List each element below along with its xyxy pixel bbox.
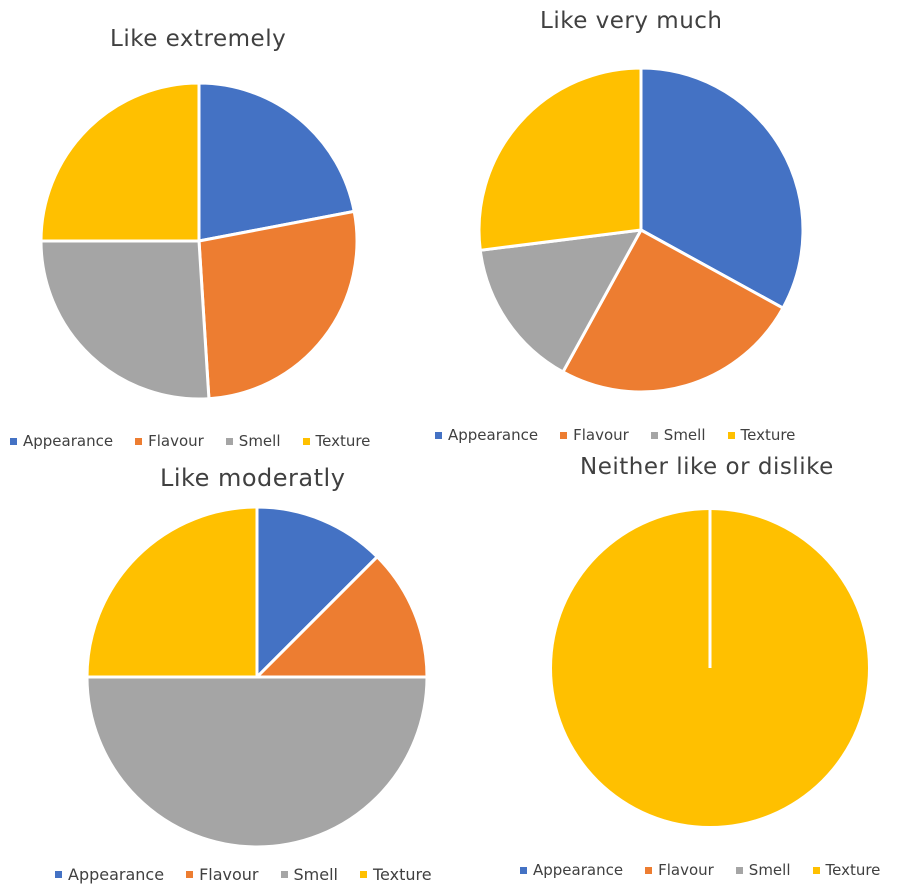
pie-slice-smell (39, 239, 211, 401)
legend-swatch-flavour (135, 437, 143, 445)
legend-label: Flavour (148, 432, 204, 450)
legend-label: Texture (825, 861, 881, 879)
legend-item-appearance: Appearance (55, 865, 164, 884)
chart-title: Like moderatly (160, 464, 346, 492)
legend-label: Smell (663, 426, 706, 444)
legend-swatch-smell (225, 437, 233, 445)
legend-item-smell: Smell (225, 432, 281, 450)
legend-label: Appearance (448, 426, 539, 444)
legend-item-flavour: Flavour (186, 865, 259, 884)
pie-slice-flavour (561, 228, 785, 394)
legend-item-appearance: Appearance (435, 426, 538, 444)
legend-swatch-smell (280, 871, 288, 878)
legend-item-texture: Texture (360, 865, 432, 884)
legend: Appearance Flavour Smell Texture (10, 432, 370, 450)
legend-swatch-appearance (10, 437, 17, 445)
legend-item-flavour: Flavour (560, 426, 629, 444)
legend-item-texture: Texture (302, 432, 371, 450)
legend-swatch-smell (735, 866, 743, 874)
legend-item-appearance: Appearance (10, 432, 113, 450)
legend-swatch-texture (727, 431, 735, 439)
legend-item-flavour: Flavour (135, 432, 204, 450)
chart-title: Neither like or dislike (580, 454, 834, 480)
legend-item-flavour: Flavour (645, 861, 714, 879)
pie-slice-texture (477, 66, 643, 252)
legend-label: Flavour (573, 426, 629, 444)
legend-item-texture: Texture (727, 426, 796, 444)
pie-slice-texture (85, 505, 259, 679)
legend-swatch-flavour (560, 431, 568, 439)
pie-chart (39, 81, 359, 401)
legend-item-smell: Smell (735, 861, 791, 879)
legend-swatch-texture (812, 866, 820, 874)
legend-label: Texture (315, 432, 371, 450)
legend-label: Smell (293, 865, 338, 884)
legend: Appearance Flavour Smell Texture (520, 861, 880, 879)
pie-chart (85, 505, 429, 849)
legend-label: Smell (748, 861, 791, 879)
legend-swatch-appearance (520, 866, 527, 874)
legend-swatch-texture (360, 871, 367, 878)
chart-title: Like very much (540, 8, 723, 34)
legend-swatch-flavour (186, 871, 194, 878)
pie-chart (477, 66, 805, 394)
pie-slice-smell (478, 228, 643, 374)
pie-slice-flavour (197, 209, 359, 401)
legend-item-texture: Texture (812, 861, 881, 879)
pie-slice-smell (85, 675, 429, 849)
pie-slice-appearance (197, 81, 356, 243)
legend-label: Appearance (533, 861, 624, 879)
legend-swatch-appearance (55, 871, 62, 878)
pie-slice-texture (39, 81, 201, 243)
chart-title: Like extremely (110, 26, 287, 52)
legend-swatch-flavour (645, 866, 653, 874)
legend-label: Texture (373, 865, 432, 884)
legend: Appearance Flavour Smell Texture (435, 426, 795, 444)
legend: Appearance Flavour Smell Texture (55, 865, 432, 884)
legend-label: Flavour (199, 865, 259, 884)
legend-swatch-smell (650, 431, 658, 439)
legend-item-smell: Smell (650, 426, 706, 444)
legend-label: Flavour (658, 861, 714, 879)
pie-slice-appearance (639, 66, 805, 310)
legend-swatch-texture (302, 437, 310, 445)
legend-swatch-appearance (435, 431, 442, 439)
pie-slice-appearance (255, 505, 379, 679)
legend-label: Appearance (68, 865, 165, 884)
pie-slice-flavour (255, 555, 429, 679)
legend-item-appearance: Appearance (520, 861, 623, 879)
legend-item-smell: Smell (280, 865, 338, 884)
legend-label: Appearance (23, 432, 114, 450)
legend-label: Smell (238, 432, 281, 450)
legend-label: Texture (740, 426, 796, 444)
